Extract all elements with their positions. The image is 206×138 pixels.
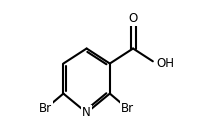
Text: OH: OH — [156, 57, 174, 70]
Text: Br: Br — [121, 102, 134, 115]
Text: N: N — [82, 106, 91, 119]
Text: Br: Br — [39, 102, 52, 115]
Text: O: O — [128, 12, 138, 25]
